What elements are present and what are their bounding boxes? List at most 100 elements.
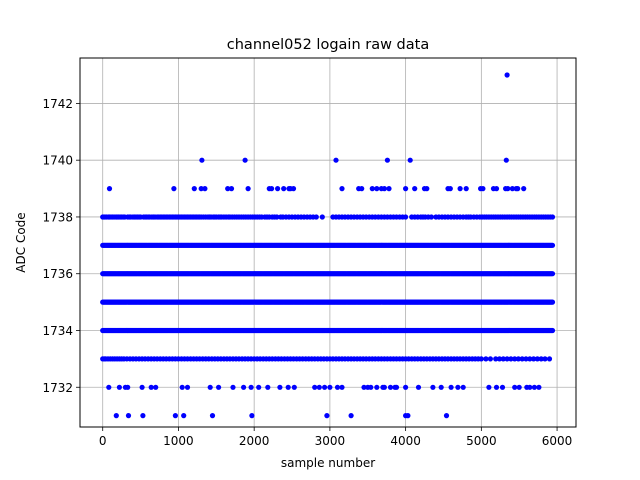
x-tick-label: 0 bbox=[99, 434, 107, 448]
data-point bbox=[412, 186, 418, 192]
data-point bbox=[508, 356, 514, 362]
data-point bbox=[242, 157, 248, 163]
data-point bbox=[334, 384, 341, 390]
data-point bbox=[369, 186, 375, 192]
y-tick-label: 1742 bbox=[42, 97, 73, 111]
data-point bbox=[512, 356, 518, 362]
data-point bbox=[381, 186, 387, 192]
data-point bbox=[125, 384, 131, 390]
data-point bbox=[531, 356, 537, 362]
data-point bbox=[463, 186, 469, 192]
data-point bbox=[505, 186, 511, 192]
data-point bbox=[324, 413, 330, 419]
axis-ticks: 0 1000 2000 3000 4000 5000 6000 1732 1734 1736 173… bbox=[42, 97, 572, 448]
data-point bbox=[228, 186, 235, 192]
data-point bbox=[430, 384, 436, 390]
data-point bbox=[316, 384, 322, 390]
y-tick-label: 1738 bbox=[42, 210, 73, 224]
data-point bbox=[521, 186, 527, 192]
data-point bbox=[483, 356, 489, 362]
data-point bbox=[531, 384, 538, 390]
data-point bbox=[148, 384, 154, 390]
data-point bbox=[493, 384, 500, 390]
data-point bbox=[281, 186, 287, 192]
data-point bbox=[405, 413, 411, 419]
data-point bbox=[538, 356, 544, 362]
data-point bbox=[327, 384, 333, 390]
data-point bbox=[536, 384, 542, 390]
data-point bbox=[245, 186, 251, 192]
data-point bbox=[312, 384, 318, 390]
data-point bbox=[403, 186, 409, 192]
data-point bbox=[448, 384, 454, 390]
data-point bbox=[202, 186, 208, 192]
data-point bbox=[512, 384, 518, 390]
data-point bbox=[322, 384, 328, 390]
data-point bbox=[275, 186, 281, 192]
data-point bbox=[428, 214, 434, 220]
data-point bbox=[504, 356, 510, 362]
data-point bbox=[460, 384, 466, 390]
data-point bbox=[139, 384, 145, 390]
data-point bbox=[527, 384, 533, 390]
x-tick-label: 1000 bbox=[163, 434, 194, 448]
data-point bbox=[546, 356, 553, 362]
data-point bbox=[207, 384, 213, 390]
data-point bbox=[424, 186, 430, 192]
data-point bbox=[384, 157, 390, 163]
data-point bbox=[181, 413, 187, 419]
data-point bbox=[285, 384, 291, 390]
y-tick-label: 1732 bbox=[42, 381, 73, 395]
data-point bbox=[386, 186, 392, 192]
data-point bbox=[319, 214, 325, 220]
data-point bbox=[499, 384, 506, 390]
data-point bbox=[447, 186, 453, 192]
data-point bbox=[199, 157, 205, 163]
data-point bbox=[265, 384, 271, 390]
data-point bbox=[274, 214, 280, 220]
data-point bbox=[171, 186, 177, 192]
data-point bbox=[455, 384, 461, 390]
data-point bbox=[230, 384, 236, 390]
data-point bbox=[216, 384, 222, 390]
data-point bbox=[359, 186, 365, 192]
data-point bbox=[179, 384, 185, 390]
data-point bbox=[534, 356, 541, 362]
data-point bbox=[172, 413, 178, 419]
data-point bbox=[125, 413, 132, 419]
y-tick-label: 1740 bbox=[42, 154, 73, 168]
data-points bbox=[100, 72, 556, 419]
data-point bbox=[140, 413, 146, 419]
data-point bbox=[106, 186, 113, 192]
data-point bbox=[339, 186, 345, 192]
data-point bbox=[291, 384, 297, 390]
data-point bbox=[387, 384, 394, 390]
data-point bbox=[198, 186, 204, 192]
data-point bbox=[113, 413, 119, 419]
data-point bbox=[361, 384, 367, 390]
data-point bbox=[516, 384, 522, 390]
data-point bbox=[256, 384, 262, 390]
data-point bbox=[549, 242, 556, 248]
y-axis-label: ADC Code bbox=[14, 212, 28, 272]
x-tick-label: 3000 bbox=[315, 434, 346, 448]
data-point bbox=[116, 384, 122, 390]
chart-title: channel052 logain raw data bbox=[227, 37, 429, 53]
data-point bbox=[313, 214, 319, 220]
data-point bbox=[443, 413, 450, 419]
data-point bbox=[153, 384, 159, 390]
data-point bbox=[549, 214, 556, 220]
data-point bbox=[374, 186, 380, 192]
data-point bbox=[225, 186, 231, 192]
plot-frame bbox=[79, 57, 577, 428]
data-point bbox=[269, 186, 275, 192]
data-point bbox=[184, 384, 191, 390]
data-point bbox=[542, 356, 548, 362]
data-point bbox=[241, 384, 247, 390]
data-point bbox=[248, 384, 254, 390]
data-point bbox=[549, 299, 556, 305]
data-point bbox=[407, 157, 413, 163]
data-point bbox=[403, 384, 409, 390]
data-point bbox=[500, 356, 506, 362]
